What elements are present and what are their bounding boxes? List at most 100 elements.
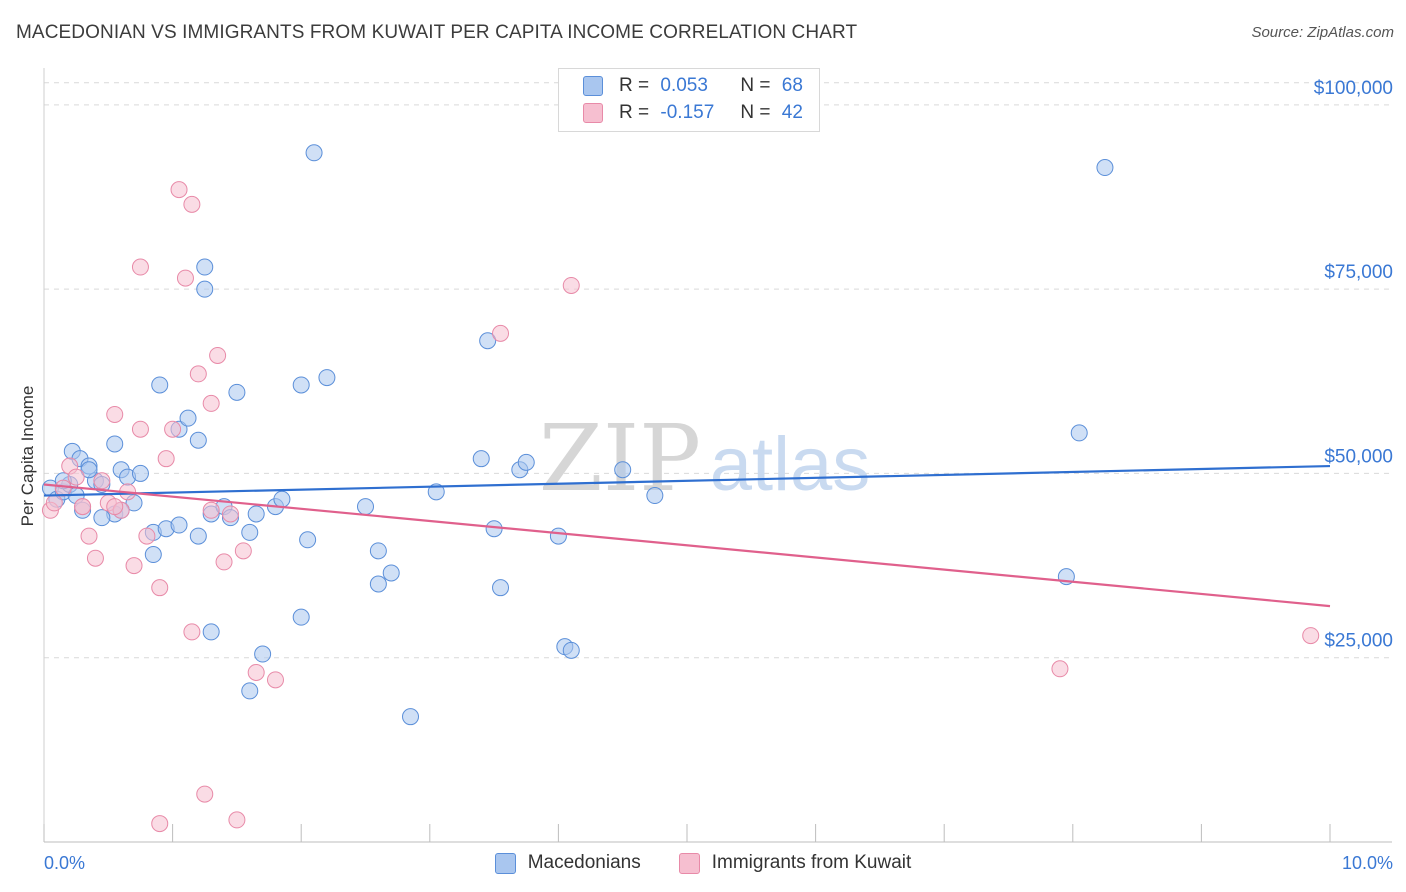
legend-label-kuwait: Immigrants from Kuwait	[711, 852, 912, 873]
data-point	[228, 811, 246, 829]
data-point	[80, 527, 98, 545]
gridlines	[44, 82, 1392, 659]
data-point	[492, 579, 510, 597]
x-tick-label: 10.0%	[1342, 853, 1393, 873]
data-point	[144, 546, 162, 564]
legend-n-label: N =	[740, 75, 771, 96]
series-legend: Macedonians Immigrants from Kuwait	[0, 852, 1406, 874]
data-point	[202, 501, 220, 519]
data-point	[485, 520, 503, 538]
data-point	[402, 708, 420, 726]
data-point	[273, 490, 291, 508]
data-point	[164, 420, 182, 438]
data-point	[183, 623, 201, 641]
data-point	[209, 346, 227, 364]
y-tick-labels: $25,000 $50,000 $75,000 $100,000	[1314, 78, 1393, 652]
data-point	[74, 498, 92, 516]
data-point	[106, 435, 124, 453]
data-point	[157, 450, 175, 468]
y-tick-label: $100,000	[1314, 78, 1393, 99]
data-point	[318, 369, 336, 387]
data-point	[93, 472, 111, 490]
y-axis-label: Per Capita Income	[18, 385, 37, 527]
source-label: Source: ZipAtlas.com	[1251, 24, 1394, 41]
data-point	[427, 483, 445, 501]
data-point	[131, 464, 149, 482]
data-point	[646, 487, 664, 505]
data-point	[131, 420, 149, 438]
legend-r-value: -0.157	[660, 102, 715, 123]
data-point	[549, 527, 567, 545]
data-point	[170, 516, 188, 534]
data-point	[562, 641, 580, 659]
data-point	[93, 509, 111, 527]
data-point	[562, 276, 580, 294]
data-point	[151, 815, 169, 833]
data-point	[196, 785, 214, 803]
data-point	[357, 498, 374, 516]
legend-row-macedonians: R = 0.053 N = 68	[583, 73, 803, 99]
legend-row-kuwait: R = -0.157 N = 42	[583, 100, 803, 126]
data-point	[292, 608, 310, 626]
legend-swatch-blue	[583, 76, 603, 96]
data-point	[1070, 424, 1088, 442]
legend-n-label: N =	[740, 102, 771, 123]
chart-title: MACEDONIAN VS IMMIGRANTS FROM KUWAIT PER…	[16, 22, 858, 43]
data-point	[202, 394, 220, 412]
data-point	[106, 405, 124, 423]
data-point	[1051, 660, 1069, 678]
data-point	[614, 461, 632, 479]
data-point	[228, 383, 246, 401]
legend-item-macedonians[interactable]: Macedonians	[494, 852, 641, 874]
data-point	[86, 549, 104, 567]
data-point	[292, 376, 310, 394]
data-point	[241, 523, 259, 541]
legend-r-value: 0.053	[660, 75, 708, 96]
data-point	[492, 324, 510, 342]
data-point	[170, 181, 188, 199]
data-point	[247, 663, 265, 681]
data-point	[179, 409, 197, 427]
legend-label-macedonians: Macedonians	[527, 852, 641, 873]
data-point	[234, 542, 252, 560]
watermark-atlas: atlas	[710, 422, 871, 507]
x-tick-labels: 0.0% 10.0%	[44, 853, 1393, 873]
data-point	[189, 527, 207, 545]
data-point	[183, 195, 201, 213]
data-point	[125, 557, 143, 575]
data-point	[138, 527, 156, 545]
data-point	[305, 144, 323, 162]
data-point	[202, 623, 220, 641]
trend-lines	[43, 464, 1331, 608]
data-point	[254, 645, 272, 663]
axes	[43, 68, 1392, 843]
data-point	[106, 498, 124, 516]
legend-swatch-pink	[583, 103, 603, 123]
y-tick-label: $75,000	[1324, 262, 1393, 283]
legend-item-kuwait[interactable]: Immigrants from Kuwait	[678, 852, 912, 874]
data-point	[221, 505, 239, 523]
y-tick-label: $50,000	[1324, 446, 1393, 467]
data-point	[151, 376, 169, 394]
data-point	[196, 258, 214, 276]
data-point	[189, 431, 207, 449]
legend-swatch-blue	[494, 852, 516, 874]
data-point	[45, 494, 63, 512]
data-point	[80, 461, 98, 479]
data-point	[369, 542, 387, 560]
legend-r-label: R =	[619, 75, 650, 96]
legend-swatch-pink	[678, 852, 700, 874]
legend-n-value: 68	[781, 75, 803, 96]
data-point	[54, 479, 72, 497]
data-point	[151, 579, 169, 597]
watermark-zip: ZIP	[539, 405, 701, 512]
data-point	[215, 553, 233, 571]
data-point	[176, 269, 194, 287]
data-point	[241, 682, 259, 700]
data-point	[369, 575, 387, 593]
data-point	[131, 258, 149, 276]
data-point	[472, 450, 490, 468]
stats-legend: R = 0.053 N = 68 R = -0.157 N = 42	[558, 68, 820, 132]
data-point	[1302, 627, 1320, 645]
